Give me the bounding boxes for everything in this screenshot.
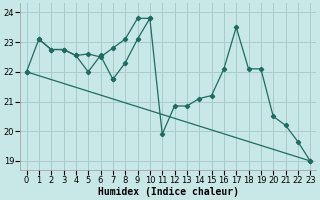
X-axis label: Humidex (Indice chaleur): Humidex (Indice chaleur)	[98, 186, 239, 197]
